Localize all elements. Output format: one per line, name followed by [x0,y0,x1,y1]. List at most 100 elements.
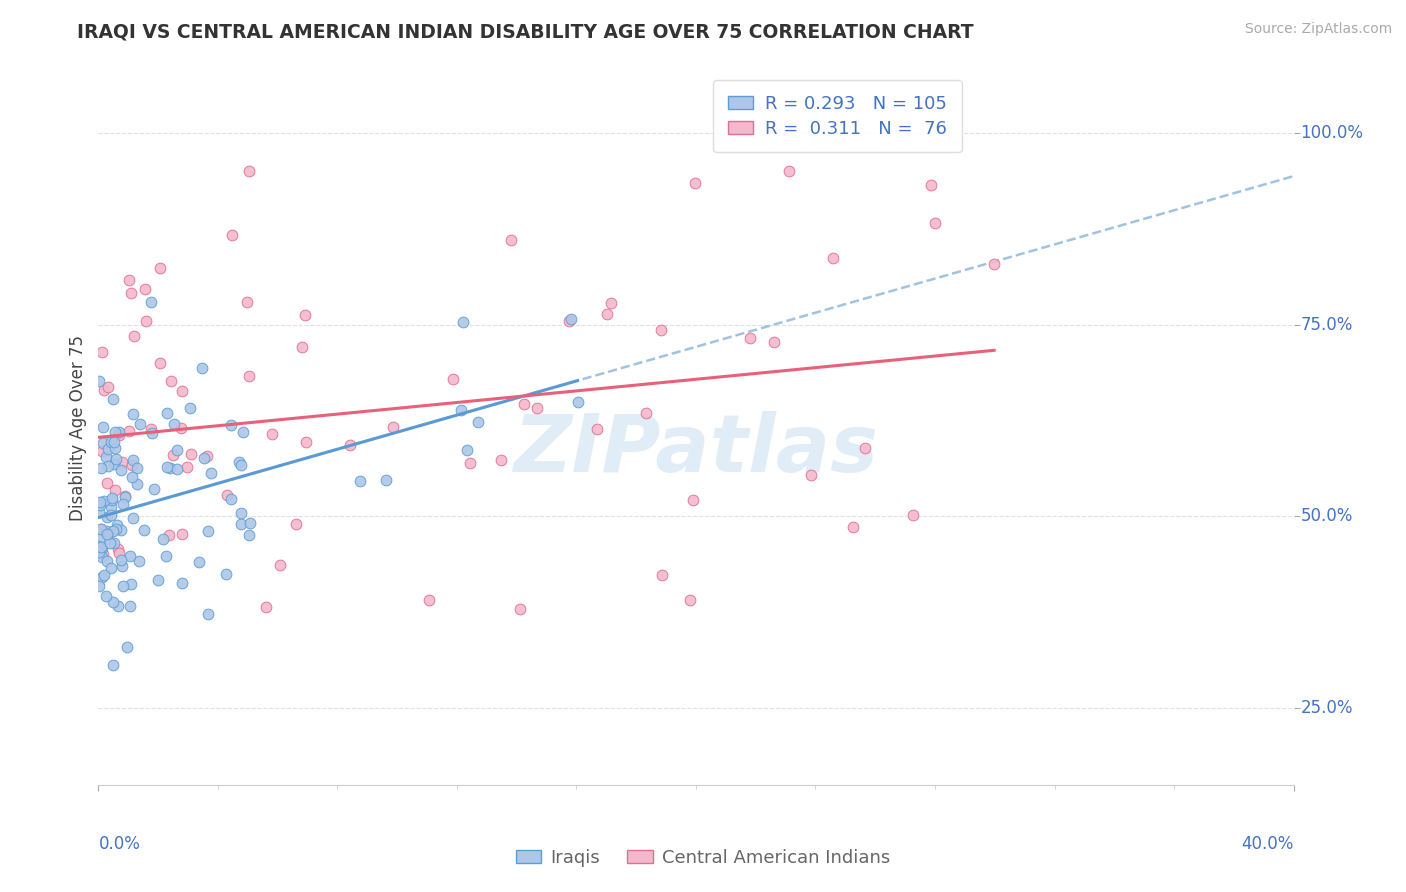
Point [87,532,110,546]
Point [141,426,163,441]
Point [800,468,823,483]
Point [221,227,243,242]
Point [232,425,254,439]
Point [93,567,115,582]
Point [262,427,284,442]
Point [90,461,112,475]
Point [215,566,238,581]
Point [91,549,114,564]
Point [159,461,181,475]
Point [596,307,619,321]
Point [90,522,112,536]
Point [170,527,193,541]
Point [651,567,673,582]
Point [141,422,163,436]
Point [135,313,157,327]
Point [120,576,142,591]
Point [110,552,132,566]
Point [89,498,111,512]
Point [128,554,150,568]
Point [195,449,218,463]
Point [103,435,125,450]
Point [104,442,127,456]
Point [586,422,609,436]
Text: 0.0%: 0.0% [98,835,141,853]
Point [118,424,141,438]
Point [228,455,250,469]
Point [121,458,143,472]
Point [169,421,191,435]
Point [901,508,924,523]
Point [156,406,179,420]
Point [90,570,112,584]
Point [118,599,141,614]
Point [111,455,134,469]
Point [100,561,122,575]
Point [117,640,139,654]
Point [91,541,114,555]
Point [231,458,253,472]
Point [155,549,177,563]
Point [200,467,222,481]
Point [188,555,211,569]
Point [124,329,146,343]
Point [110,523,132,537]
Point [93,493,115,508]
Point [441,372,464,386]
Point [105,452,128,467]
Point [509,602,531,616]
Point [110,463,132,477]
Point [450,402,472,417]
Point [91,547,114,561]
Point [105,518,128,533]
Point [285,517,308,532]
Point [172,384,194,399]
Point [152,532,174,546]
Point [558,314,581,328]
Point [103,392,125,406]
Point [193,450,215,465]
Point [103,657,125,672]
Point [239,516,262,530]
Point [107,541,129,556]
Point [89,522,111,536]
Point [129,417,152,431]
Point [294,308,316,322]
Point [118,273,141,287]
Point [91,344,114,359]
Point [97,380,120,394]
Point [100,435,122,450]
Point [489,452,512,467]
Point [567,395,589,409]
Point [179,401,201,416]
Point [96,589,118,603]
Point [685,176,707,190]
Point [108,427,131,442]
Point [219,491,242,506]
Point [87,539,110,553]
Point [170,575,193,590]
Point [467,415,489,429]
Point [100,492,122,507]
Point [236,294,259,309]
Point [526,401,548,415]
Point [111,497,134,511]
Point [105,523,128,537]
Point [89,495,111,509]
Point [191,360,214,375]
Point [920,178,942,192]
Point [149,260,172,275]
Point [97,458,120,473]
Point [96,476,118,491]
Point [91,419,114,434]
Point [650,323,672,337]
Point [821,251,844,265]
Point [96,526,118,541]
Text: 100.0%: 100.0% [1301,124,1364,142]
Point [134,282,156,296]
Point [97,442,120,456]
Point [229,506,252,520]
Point [98,525,121,540]
Point [101,491,124,505]
Point [87,505,110,519]
